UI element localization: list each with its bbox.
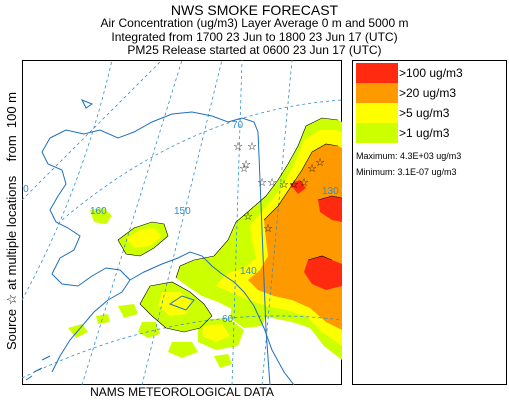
release-start: PM25 Release started at 0600 23 Jun 17 (… <box>127 43 382 57</box>
lon-label-140: 140 <box>240 266 257 277</box>
lon-label-170: 170 <box>22 184 29 195</box>
legend-label-1: >1 ug/m3 <box>399 126 450 140</box>
coastline <box>25 99 295 386</box>
map-canvas: ☆☆☆☆☆☆☆☆☆☆☆☆☆ 170 160 150 140 130 70 60 <box>12 59 343 386</box>
concentration-description: Air Concentration (ug/m3) Layer Average … <box>100 16 409 30</box>
smoke-map: ☆☆☆☆☆☆☆☆☆☆☆☆☆ 170 160 150 140 130 70 60 <box>12 59 343 386</box>
source-star-icon: ☆ <box>315 156 325 169</box>
lon-label-130: 130 <box>322 186 339 197</box>
source-star-icon: ☆ <box>299 176 309 189</box>
source-star-icon: ☆ <box>241 158 251 171</box>
graticule <box>21 59 343 386</box>
data-source-label: NAMS METEOROLOGICAL DATA <box>90 385 274 399</box>
legend-swatch-100 <box>356 63 398 83</box>
lat-label-70: 70 <box>232 120 244 131</box>
source-star-icon: ☆ <box>243 210 253 223</box>
minimum-value: Minimum: 3.1E-07 ug/m3 <box>356 167 457 177</box>
source-star-icon: ☆ <box>257 176 267 189</box>
source-location-label: Source ☆ at multiple locations from 100 … <box>4 91 19 351</box>
source-star-icon: ☆ <box>239 162 249 175</box>
source-star-icon: ☆ <box>247 140 257 153</box>
contour-lines <box>117 117 343 333</box>
plume-level-100 <box>290 180 342 290</box>
legend-label-5: >5 ug/m3 <box>399 106 450 120</box>
source-star-icon: ☆ <box>307 162 317 175</box>
legend-label-100: >100 ug/m3 <box>399 66 463 80</box>
source-star-icon: ☆ <box>263 222 273 235</box>
lon-label-160: 160 <box>90 206 107 217</box>
source-star-icon: ☆ <box>267 176 277 189</box>
source-star-icon: ☆ <box>233 140 243 153</box>
legend-swatch-5 <box>356 103 398 123</box>
legend-swatch-1 <box>356 123 398 143</box>
lat-label-60: 60 <box>222 314 234 325</box>
concentration-legend: >100 ug/m3 >20 ug/m3 >5 ug/m3 >1 ug/m3 M… <box>352 60 507 385</box>
lon-label-150: 150 <box>174 206 191 217</box>
legend-label-20: >20 ug/m3 <box>399 86 457 100</box>
integration-period: Integrated from 1700 23 Jun to 1800 23 J… <box>111 30 398 44</box>
source-star-icon: ☆ <box>289 178 299 191</box>
source-star-icon: ☆ <box>279 178 289 191</box>
map-title: NWS SMOKE FORECAST <box>170 2 339 18</box>
legend-swatch-20 <box>356 83 398 103</box>
source-markers: ☆ ☆☆☆☆ ☆ ☆ ☆ ☆☆☆☆☆ <box>233 140 325 235</box>
maximum-value: Maximum: 4.3E+03 ug/m3 <box>356 151 462 161</box>
